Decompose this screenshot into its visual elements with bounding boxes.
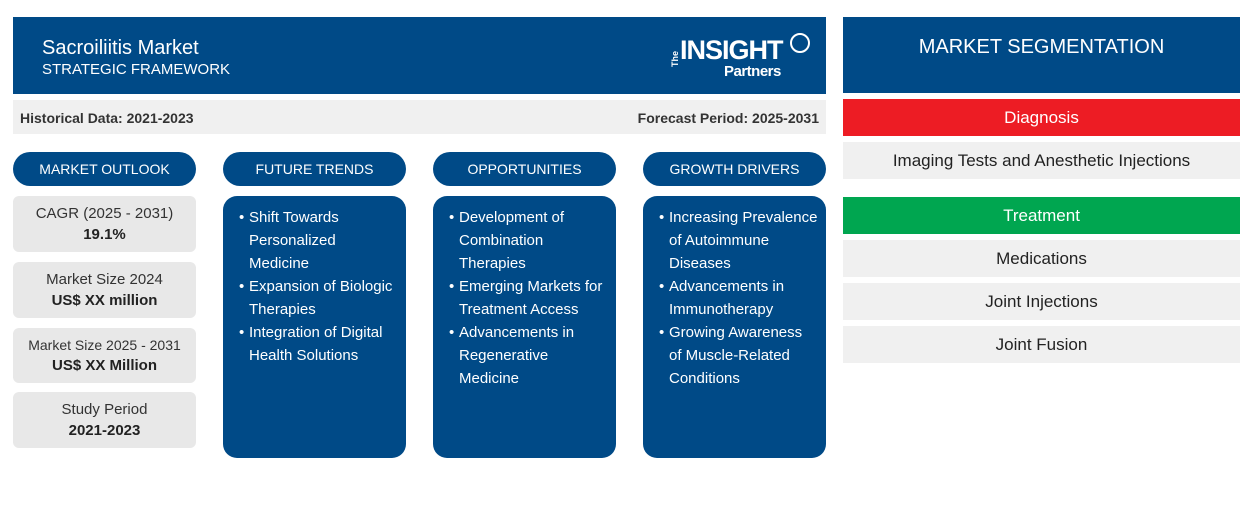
logo-partners: Partners — [724, 63, 781, 80]
stat-label: Market Size 2024 — [46, 271, 163, 288]
segment-item: Joint Fusion — [843, 326, 1240, 363]
stat-market-size-2024: Market Size 2024 US$ XX million — [13, 262, 196, 318]
segment-item: Imaging Tests and Anesthetic Injections — [843, 142, 1240, 179]
stat-label: Study Period — [61, 401, 148, 418]
logo-insight: INSIGHT — [680, 35, 784, 65]
segment-item: Medications — [843, 240, 1240, 277]
list-item: Integration of Digital Health Solutions — [239, 321, 398, 367]
stat-value: 19.1% — [83, 226, 126, 243]
future-trends-card: Shift Towards Personalized Medicine Expa… — [223, 196, 406, 458]
segment-category-treatment: Treatment — [843, 197, 1240, 234]
list-item: Growing Awareness of Muscle-Related Cond… — [659, 321, 818, 390]
market-outlook-label: MARKET OUTLOOK — [13, 152, 196, 186]
header-banner: Sacroiliitis Market STRATEGIC FRAMEWORK … — [13, 17, 826, 94]
stat-study-period: Study Period 2021-2023 — [13, 392, 196, 448]
segment-category-diagnosis: Diagnosis — [843, 99, 1240, 136]
page-subtitle: STRATEGIC FRAMEWORK — [42, 61, 231, 78]
opportunities-card: Development of Combination Therapies Eme… — [433, 196, 616, 458]
stat-value: US$ XX million — [51, 292, 158, 309]
growth-drivers-card: Increasing Prevalence of Autoimmune Dise… — [643, 196, 826, 458]
period-bar: Historical Data: 2021-2023 Forecast Peri… — [13, 100, 826, 134]
list-item: Development of Combination Therapies — [449, 206, 608, 275]
forecast-period: Forecast Period: 2025-2031 — [637, 110, 819, 126]
stat-market-size-forecast: Market Size 2025 - 2031 US$ XX Million — [13, 328, 196, 383]
segment-item: Joint Injections — [843, 283, 1240, 320]
list-item: Advancements in Regenerative Medicine — [449, 321, 608, 390]
list-item: Emerging Markets for Treatment Access — [449, 275, 608, 321]
historical-data: Historical Data: 2021-2023 — [20, 110, 194, 126]
segmentation-title: MARKET SEGMENTATION — [843, 17, 1240, 93]
logo-the: The — [670, 50, 680, 67]
list-item: Shift Towards Personalized Medicine — [239, 206, 398, 275]
logo-ring-icon — [790, 33, 810, 53]
stat-label: CAGR (2025 - 2031) — [35, 205, 174, 222]
page-title: Sacroiliitis Market — [42, 37, 199, 59]
insight-partners-logo: The INSIGHT Partners — [666, 31, 810, 83]
opportunities-label: OPPORTUNITIES — [433, 152, 616, 186]
list-item: Increasing Prevalence of Autoimmune Dise… — [659, 206, 818, 275]
list-item: Expansion of Biologic Therapies — [239, 275, 398, 321]
stat-value: US$ XX Million — [51, 357, 157, 374]
future-trends-label: FUTURE TRENDS — [223, 152, 406, 186]
list-item: Advancements in Immunotherapy — [659, 275, 818, 321]
stat-value: 2021-2023 — [68, 422, 141, 439]
stat-label: Market Size 2025 - 2031 — [28, 337, 181, 353]
stat-cagr: CAGR (2025 - 2031) 19.1% — [13, 196, 196, 252]
growth-drivers-label: GROWTH DRIVERS — [643, 152, 826, 186]
